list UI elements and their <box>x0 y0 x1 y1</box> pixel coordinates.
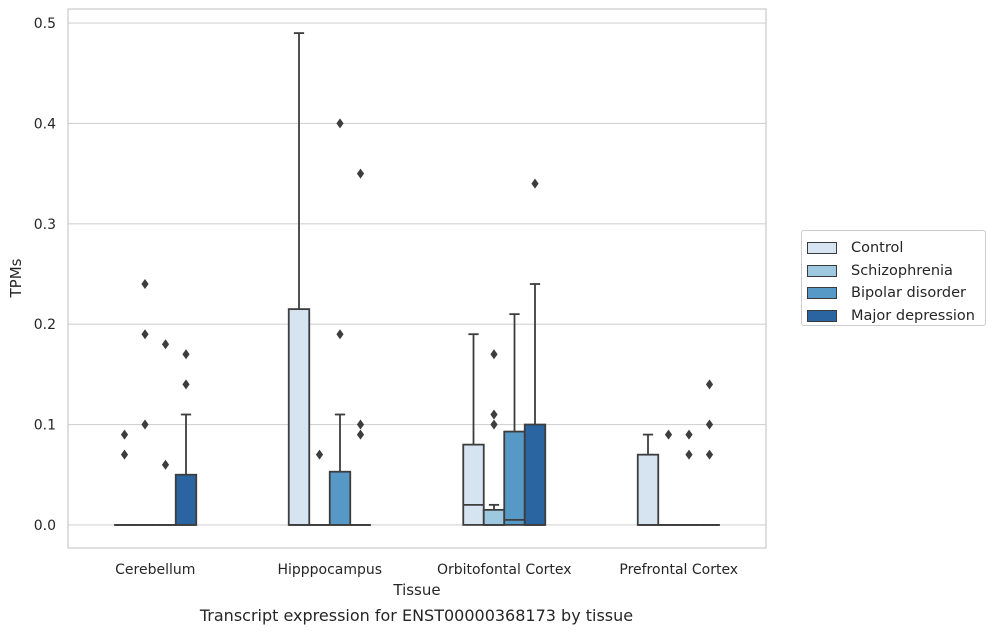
legend-item: Control <box>807 237 979 260</box>
y-tick-label: 0.0 <box>34 518 56 534</box>
outlier-point <box>356 168 365 179</box>
box-group <box>658 429 679 526</box>
outlier-point <box>315 449 324 460</box>
box-group <box>114 429 135 526</box>
outlier-point <box>490 349 498 360</box>
box <box>523 423 547 526</box>
tick-labels: 0.0 0.1 0.2 0.3 0.4 0.5 Cerebellum Hipppocampus… <box>34 16 738 578</box>
legend-swatch <box>807 242 837 255</box>
outlier-point <box>161 459 170 470</box>
y-tick-label: 0.5 <box>34 16 56 32</box>
outlier-point <box>141 419 149 430</box>
x-axis-label: Tissue <box>392 581 440 599</box>
box-group <box>155 339 176 526</box>
box-group <box>174 349 198 526</box>
x-tick-label: Cerebellum <box>115 562 195 578</box>
box-group <box>636 433 660 526</box>
outlier-point <box>182 379 190 390</box>
y-tick-label: 0.2 <box>34 317 56 333</box>
box-group <box>482 349 506 526</box>
box <box>462 443 485 526</box>
outlier-point <box>356 429 365 440</box>
y-tick-label: 0.1 <box>34 418 56 434</box>
box-group <box>309 449 330 526</box>
boxes <box>114 32 720 526</box>
box-group <box>462 333 485 526</box>
legend: Control Schizophrenia Bipolar disorder Majo… <box>801 230 986 326</box>
legend-item: Schizophrenia <box>807 260 979 283</box>
x-tick-label: Orbitofontal Cortex <box>437 562 572 578</box>
x-tick-label: Hipppocampus <box>277 562 382 578</box>
outlier-point <box>120 429 129 440</box>
outlier-point <box>336 329 344 340</box>
box-group <box>328 118 352 526</box>
outlier-point <box>490 419 498 430</box>
outlier-point <box>182 349 190 360</box>
box-group <box>503 313 526 526</box>
box-group <box>287 32 311 526</box>
box-group <box>134 279 156 526</box>
box <box>328 470 352 526</box>
outlier-point <box>531 178 539 189</box>
outlier-point <box>705 449 714 460</box>
y-tick-label: 0.3 <box>34 217 56 233</box>
outlier-point <box>336 118 344 129</box>
y-tick-label: 0.4 <box>34 116 56 132</box>
y-axis-label: TPMs <box>7 258 25 298</box>
legend-item: Bipolar disorder <box>807 282 979 305</box>
outlier-point <box>490 409 498 420</box>
legend-swatch <box>807 287 837 300</box>
x-tick-label: Prefrontal Cortex <box>619 562 738 578</box>
box <box>174 473 198 526</box>
legend-label: Control <box>851 240 904 257</box>
legend-label: Bipolar disorder <box>851 285 966 302</box>
box <box>287 308 311 526</box>
legend-item: Major depression <box>807 305 979 328</box>
plot-frame <box>67 8 767 549</box>
box-group <box>678 429 700 526</box>
box-group <box>350 168 371 526</box>
legend-swatch <box>807 309 837 322</box>
gridlines <box>68 22 766 526</box>
outlier-point <box>141 329 149 340</box>
legend-label: Schizophrenia <box>851 262 953 279</box>
box <box>503 430 526 526</box>
box-group <box>523 178 547 526</box>
outlier-point <box>141 279 149 290</box>
outlier-point <box>664 429 673 440</box>
box <box>482 508 506 526</box>
outlier-point <box>161 339 170 350</box>
box-group <box>699 379 720 526</box>
outlier-point <box>120 449 129 460</box>
outlier-point <box>356 419 365 430</box>
outlier-point <box>685 449 693 460</box>
outlier-point <box>705 379 714 390</box>
outlier-point <box>705 419 714 430</box>
legend-swatch <box>807 264 837 277</box>
legend-label: Major depression <box>851 307 975 324</box>
box <box>636 453 660 526</box>
chart-caption: Transcript expression for ENST0000036817… <box>199 606 634 625</box>
outlier-point <box>685 429 693 440</box>
